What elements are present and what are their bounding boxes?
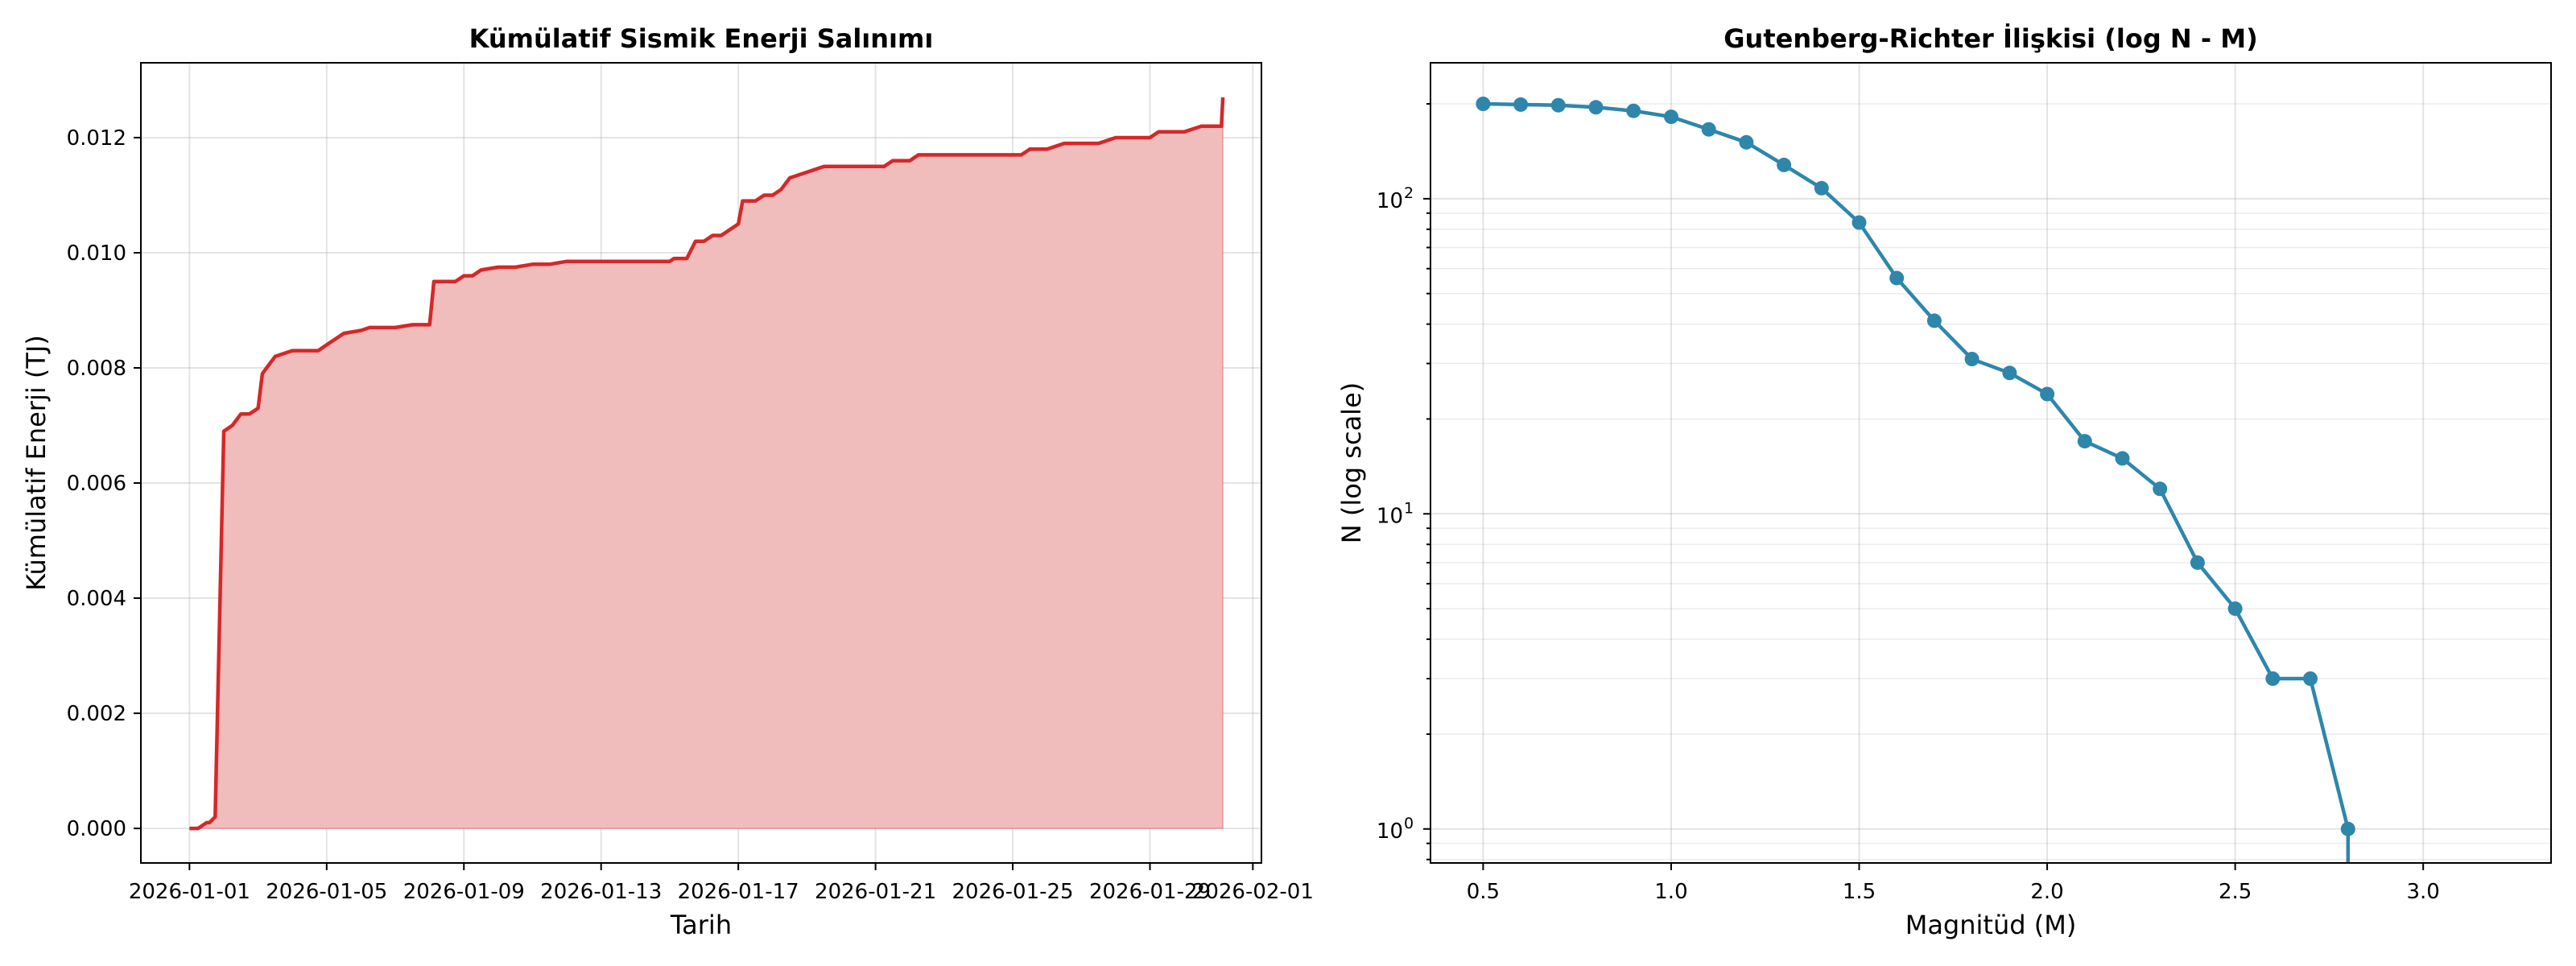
x-tick-label: 2026-01-13 xyxy=(540,880,662,904)
y-tick-label: 0.008 xyxy=(67,357,126,381)
y-tick-label: 10 2 xyxy=(1377,184,1414,213)
x-tick-label: 0.5 xyxy=(1467,880,1500,904)
gr-data-point xyxy=(1926,313,1942,328)
y-tick-label-base: 10 xyxy=(1377,504,1403,528)
x-axis-label: Tarih xyxy=(670,910,732,940)
tick-marks xyxy=(1423,103,2425,870)
gr-data-point xyxy=(2153,481,2168,497)
gutenberg-richter-chart: Gutenberg-Richter İlişkisi (log N - M) 0… xyxy=(1336,23,2552,940)
gr-data-point xyxy=(1964,352,1979,366)
x-tick-label: 2.0 xyxy=(2030,880,2063,904)
y-tick-label: 0.002 xyxy=(67,702,126,726)
y-axis-label: Kümülatif Enerji (TJ) xyxy=(21,335,52,591)
grid xyxy=(1430,63,2551,863)
energy-series-line xyxy=(189,97,1225,831)
plot-area xyxy=(1476,97,2355,863)
y-tick-label-exponent: 2 xyxy=(1404,184,1414,202)
gr-data-point xyxy=(1852,215,1867,230)
gr-data-point xyxy=(1476,97,1491,111)
chart-title: Gutenberg-Richter İlişkisi (log N - M) xyxy=(1724,23,2257,54)
y-tick-label-exponent: 0 xyxy=(1404,815,1414,832)
gr-data-point xyxy=(2265,671,2281,686)
x-tick-labels: 2026-01-01 2026-01-05 2026-01-09 2026-01-13… xyxy=(129,880,1314,904)
gr-data-point xyxy=(1626,103,1641,118)
y-tick-label: 10 0 xyxy=(1377,815,1414,844)
y-tick-label-base: 10 xyxy=(1377,189,1403,213)
y-tick-label: 0.004 xyxy=(67,587,126,611)
y-tick-label: 10 1 xyxy=(1377,499,1414,528)
cumulative-energy-chart: Kümülatif Sismik Enerji Salınımı 2026-01… xyxy=(21,23,1314,940)
x-tick-label: 2026-01-09 xyxy=(403,880,525,904)
y-axis-label: N (log scale) xyxy=(1336,382,1367,543)
gr-data-point xyxy=(2190,555,2205,570)
x-tick-label: 3.0 xyxy=(2407,880,2440,904)
gr-data-point xyxy=(1588,100,1604,115)
y-tick-label: 0.000 xyxy=(67,817,126,841)
gr-data-point xyxy=(2303,671,2318,686)
x-tick-labels: 0.5 1.0 1.5 2.0 2.5 3.0 xyxy=(1467,880,2440,904)
y-tick-label: 0.010 xyxy=(67,242,126,266)
chart-title: Kümülatif Sismik Enerji Salınımı xyxy=(469,23,934,54)
plot-frame xyxy=(140,62,1262,864)
plot-frame xyxy=(1430,62,2552,864)
x-tick-label: 2026-01-25 xyxy=(952,880,1074,904)
gr-data-point xyxy=(1664,109,1678,125)
gr-data-point xyxy=(1889,270,1905,286)
gr-data-point xyxy=(1513,97,1529,112)
gr-data-point xyxy=(1739,134,1754,150)
gr-data-point xyxy=(2340,821,2355,836)
x-tick-label: 2026-01-21 xyxy=(815,880,936,904)
gr-data-point xyxy=(1777,157,1792,172)
gr-data-point xyxy=(1814,180,1829,196)
gr-data-point xyxy=(2077,434,2092,449)
x-tick-label: 2026-01-29 xyxy=(1089,880,1211,904)
gr-data-point xyxy=(2002,365,2017,381)
plot-area xyxy=(189,97,1225,831)
y-tick-label: 0.006 xyxy=(67,472,126,496)
gr-data-point xyxy=(2040,386,2055,402)
x-tick-label: 2026-01-05 xyxy=(266,880,387,904)
x-tick-label: 2026-02-01 xyxy=(1192,880,1314,904)
y-tick-label-exponent: 1 xyxy=(1404,499,1414,517)
gr-data-point xyxy=(1550,97,1566,113)
x-tick-label: 2.5 xyxy=(2219,880,2252,904)
tick-marks xyxy=(134,136,1254,870)
y-tick-label: 0.012 xyxy=(67,126,126,151)
y-tick-labels: 0.000 0.002 0.004 0.006 0.008 0.010 0.012 xyxy=(67,126,126,841)
gr-data-point xyxy=(1701,122,1716,137)
x-tick-label: 2026-01-17 xyxy=(678,880,799,904)
y-tick-label-base: 10 xyxy=(1377,819,1403,844)
x-tick-label: 2026-01-01 xyxy=(129,880,250,904)
x-axis-label: Magnitüd (M) xyxy=(1905,910,2077,940)
gr-data-point xyxy=(2227,601,2243,617)
gr-data-point xyxy=(2115,451,2130,466)
x-tick-label: 1.0 xyxy=(1654,880,1687,904)
x-tick-label: 1.5 xyxy=(1843,880,1876,904)
